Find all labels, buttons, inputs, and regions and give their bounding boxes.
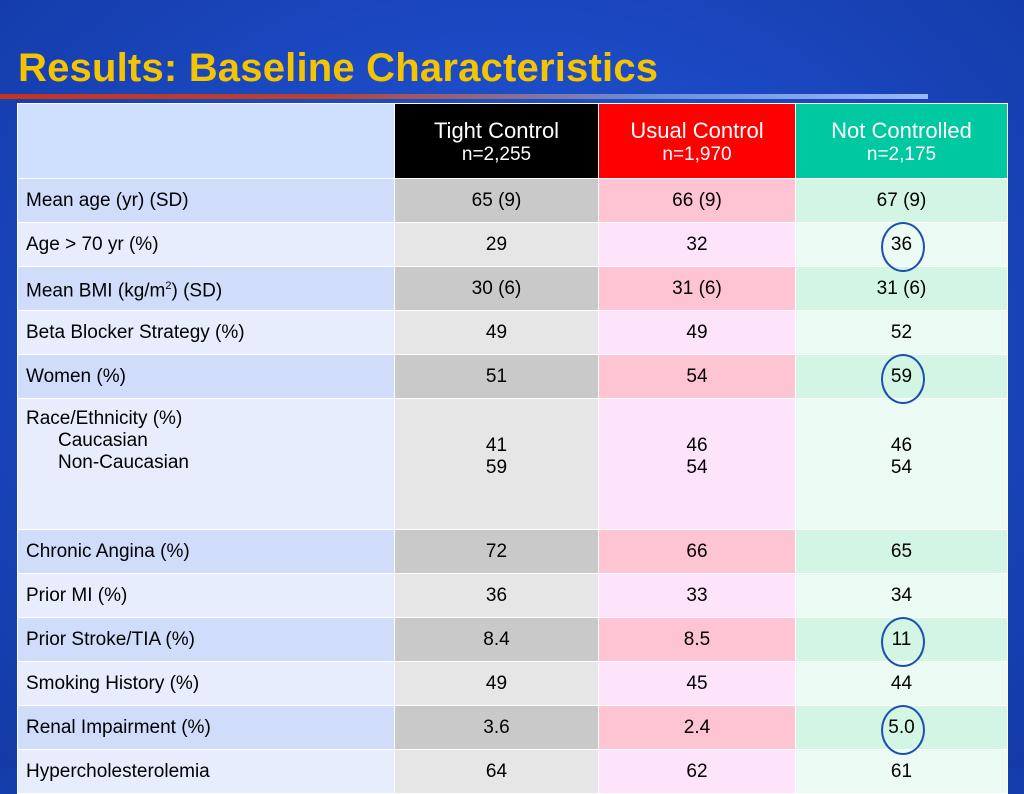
table-row-prior-mi: Prior MI (%) 36 33 34 — [17, 573, 1008, 618]
sub-label-non-caucasian: Non-Caucasian — [58, 452, 189, 473]
row-label: Chronic Angina (%) — [17, 529, 395, 574]
usual-value: 8.5 — [598, 617, 796, 662]
usual-control-name: Usual Control — [630, 117, 764, 143]
header-tight-control: Tight Control n=2,255 — [394, 103, 599, 179]
tight-value: 29 — [394, 222, 599, 267]
not-controlled-value: 65 — [795, 529, 1008, 574]
usual-control-n: n=1,970 — [662, 143, 732, 165]
highlighted-value: 11 — [881, 616, 926, 667]
not-controlled-value-cell: 36 — [795, 221, 1008, 272]
baseline-characteristics-table: Tight Control n=2,255 Usual Control n=1,… — [17, 103, 1008, 794]
not-controlled-value: 54 — [890, 457, 913, 478]
usual-value: 66 (9) — [598, 178, 796, 223]
table-row-beta-blocker: Beta Blocker Strategy (%) 49 49 52 — [17, 310, 1008, 355]
tight-value: 51 — [394, 354, 599, 399]
usual-value: 2.4 — [598, 705, 796, 750]
not-controlled-value: 52 — [795, 310, 1008, 355]
usual-value: 49 — [598, 310, 796, 355]
usual-value: 54 — [686, 457, 708, 478]
row-label-superscript: 2 — [165, 279, 172, 292]
tight-value: 49 — [394, 310, 599, 355]
table-row-mean-age: Mean age (yr) (SD) 65 (9) 66 (9) 67 (9) — [17, 178, 1008, 223]
not-controlled-value: 61 — [795, 749, 1008, 794]
table-row-prior-stroke: Prior Stroke/TIA (%) 8.4 8.5 11 — [17, 616, 1008, 667]
not-controlled-value-cell: 59 — [795, 353, 1008, 404]
tight-values: 41 59 — [394, 398, 599, 530]
highlighted-value: 5.0 — [881, 704, 926, 755]
slide-title: Results: Baseline Characteristics — [18, 46, 659, 90]
not-controlled-value: 67 (9) — [795, 178, 1008, 223]
usual-value: 45 — [598, 661, 796, 706]
usual-value: 54 — [598, 354, 796, 399]
title-underline — [0, 94, 928, 99]
tight-value: 8.4 — [394, 617, 599, 662]
not-controlled-n: n=2,175 — [866, 143, 937, 165]
not-controlled-values: 46 54 — [795, 398, 1008, 530]
row-label: Prior MI (%) — [17, 573, 395, 618]
tight-value: 36 — [394, 573, 599, 618]
header-usual-control: Usual Control n=1,970 — [598, 103, 796, 179]
not-controlled-value-cell: 11 — [795, 616, 1008, 667]
tight-value: 3.6 — [394, 705, 599, 750]
not-controlled-name: Not Controlled — [831, 117, 972, 143]
table-row-chronic-angina: Chronic Angina (%) 72 66 65 — [17, 529, 1008, 574]
usual-value: 62 — [598, 749, 796, 794]
header-not-controlled: Not Controlled n=2,175 — [795, 103, 1008, 179]
tight-value: 41 — [485, 435, 508, 456]
table-row-mean-bmi: Mean BMI (kg/m2) (SD) 30 (6) 31 (6) 31 (… — [17, 266, 1008, 311]
tight-value: 65 (9) — [394, 178, 599, 223]
sub-label-caucasian: Caucasian — [58, 430, 148, 451]
header-corner-cell — [17, 103, 395, 179]
tight-control-n: n=2,255 — [461, 143, 532, 165]
tight-value: 64 — [394, 749, 599, 794]
tight-value: 72 — [394, 529, 599, 574]
highlight-circle — [881, 616, 926, 667]
tight-value: 30 (6) — [394, 266, 599, 311]
highlighted-value: 59 — [881, 353, 926, 404]
not-controlled-value: 44 — [795, 661, 1008, 706]
table-row-renal: Renal Impairment (%) 3.6 2.4 5.0 — [17, 704, 1008, 755]
usual-value: 33 — [598, 573, 796, 618]
row-label: Smoking History (%) — [17, 661, 395, 706]
row-label: Age > 70 yr (%) — [17, 222, 395, 267]
usual-value: 31 (6) — [598, 266, 796, 311]
not-controlled-value-cell: 5.0 — [795, 704, 1008, 755]
row-label-text: Race/Ethnicity (%) — [26, 408, 183, 429]
table-row-women: Women (%) 51 54 59 — [17, 353, 1008, 404]
row-label-suffix: ) (SD) — [171, 280, 223, 302]
row-label: Prior Stroke/TIA (%) — [17, 617, 395, 662]
usual-value: 46 — [686, 435, 708, 456]
table-row-smoking: Smoking History (%) 49 45 44 — [17, 661, 1008, 706]
tight-value: 49 — [394, 661, 599, 706]
not-controlled-value: 31 (6) — [795, 266, 1008, 311]
tight-control-name: Tight Control — [433, 117, 560, 143]
row-label: Renal Impairment (%) — [17, 705, 395, 750]
highlighted-value: 36 — [881, 221, 926, 272]
table-row-hypercholesterolemia: Hypercholesterolemia 64 62 61 — [17, 749, 1008, 794]
not-controlled-value: 34 — [795, 573, 1008, 618]
not-controlled-value: 46 — [890, 435, 913, 456]
usual-value: 66 — [598, 529, 796, 574]
row-label: Race/Ethnicity (%) Caucasian Non-Caucasi… — [17, 398, 395, 530]
usual-value: 32 — [598, 222, 796, 267]
row-label: Mean age (yr) (SD) — [17, 178, 395, 223]
table-row-race-ethnicity: Race/Ethnicity (%) Caucasian Non-Caucasi… — [17, 398, 1008, 530]
header-row: Tight Control n=2,255 Usual Control n=1,… — [17, 103, 1008, 179]
row-label: Women (%) — [17, 354, 395, 399]
highlight-circle — [881, 704, 926, 755]
row-label: Hypercholesterolemia — [17, 749, 395, 794]
usual-values: 46 54 — [598, 398, 796, 530]
row-label: Mean BMI (kg/m2) (SD) — [17, 266, 395, 311]
table-row-age-over-70: Age > 70 yr (%) 29 32 36 — [17, 221, 1008, 272]
row-label-text: Mean BMI (kg/m — [26, 280, 166, 302]
row-label: Beta Blocker Strategy (%) — [17, 310, 395, 355]
tight-value: 59 — [485, 457, 508, 478]
highlight-circle — [881, 221, 926, 272]
highlight-circle — [881, 353, 926, 404]
